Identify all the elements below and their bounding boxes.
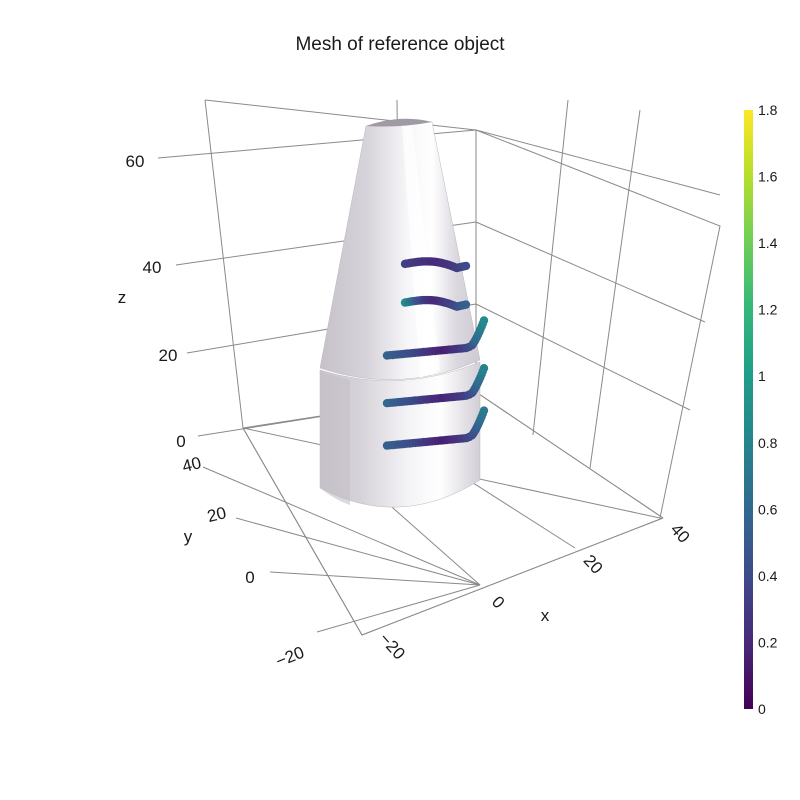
colorbar-tick-label: 0.2 [758, 634, 778, 650]
y-tick-label: 40 [180, 453, 203, 476]
mesh-cone [319, 120, 481, 380]
colorbar-tick-label: 1.2 [758, 302, 778, 318]
x-tick-label: 0 [488, 592, 508, 612]
z-axis-ticks: 60 40 20 0 [126, 152, 186, 451]
x-tick-label: 20 [580, 551, 607, 578]
y-axis-label: y [184, 527, 193, 546]
scatter-series [400, 257, 471, 273]
scatter-series [382, 364, 489, 408]
colorbar-gradient [744, 110, 753, 709]
colorbar: 0 0.2 0.4 0.6 0.8 1 1.2 1.4 1.6 1.8 [744, 102, 778, 717]
x-tick-label: −20 [273, 643, 307, 671]
y-axis-ticks: 40 20 0 [180, 453, 255, 587]
x-axis-ticks: −20 −20 0 20 40 [273, 520, 693, 671]
x-tick-label: 40 [667, 520, 694, 547]
scatter-point [461, 261, 471, 271]
reference-mesh [319, 118, 481, 508]
colorbar-tick-label: 0 [758, 701, 766, 717]
colorbar-tick-label: 0.4 [758, 568, 778, 584]
y-tick-label: 20 [205, 503, 228, 526]
colorbar-tick-label: 0.8 [758, 435, 778, 451]
chart-title: Mesh of reference object [295, 34, 505, 55]
scatter-point [479, 406, 489, 415]
scatter-series [400, 295, 471, 311]
scatter-series [382, 406, 489, 450]
colorbar-tick-label: 1.4 [758, 235, 778, 251]
colorbar-tick-label: 1.8 [758, 102, 778, 118]
scatter-series-layer [382, 257, 489, 450]
colorbar-tick-label: 1 [758, 368, 766, 384]
scatter-series [382, 316, 489, 360]
colorbar-tick-label: 1.6 [758, 169, 778, 185]
y-tick-label: 0 [245, 568, 254, 587]
colorbar-tick-label: 0.6 [758, 501, 778, 517]
mesh-cylinder-shadow [320, 372, 350, 505]
mesh-cone-highlight [402, 125, 440, 378]
scatter-point [479, 364, 489, 373]
z-tick-label: 60 [126, 152, 145, 171]
z-axis-label: z [118, 288, 127, 307]
mesh-top-rim [366, 118, 432, 127]
x-tick-label: −20 [375, 629, 408, 663]
z-tick-label: 20 [159, 346, 178, 365]
x-axis-label: x [541, 606, 550, 625]
z-tick-label: 40 [143, 258, 162, 277]
scatter-point [461, 300, 471, 309]
colorbar-ticks: 0 0.2 0.4 0.6 0.8 1 1.2 1.4 1.6 1.8 [758, 102, 778, 717]
scatter-point [479, 316, 489, 325]
z-tick-label: 0 [176, 432, 185, 451]
